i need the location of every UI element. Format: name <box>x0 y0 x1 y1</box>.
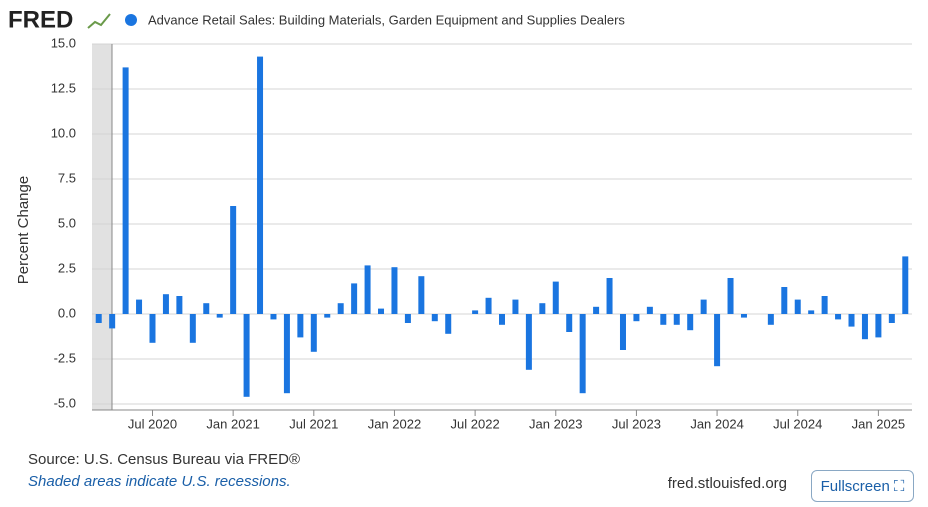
y-tick-label: 10.0 <box>51 125 76 140</box>
bar <box>539 303 546 314</box>
bar <box>310 314 317 352</box>
brand-logo: FRED <box>8 6 73 33</box>
bar <box>525 314 532 370</box>
x-tick-label: Jan 2022 <box>368 416 422 431</box>
bar <box>391 267 398 314</box>
bar <box>216 314 223 318</box>
bar <box>297 314 304 338</box>
bar <box>337 303 344 314</box>
bar <box>472 310 479 314</box>
bar <box>714 314 721 367</box>
x-tick-label: Jan 2024 <box>690 416 744 431</box>
bar <box>660 314 667 325</box>
bar <box>431 314 438 322</box>
x-tick-label: Jul 2023 <box>612 416 661 431</box>
bar <box>566 314 573 332</box>
bar <box>888 314 895 323</box>
bar <box>418 276 425 314</box>
bar <box>243 314 250 397</box>
y-tick-label: -5.0 <box>54 395 76 410</box>
bar <box>740 314 747 318</box>
bar <box>122 67 129 315</box>
y-tick-label: -2.5 <box>54 350 76 365</box>
bar <box>727 278 734 314</box>
bar <box>552 281 559 314</box>
x-tick-label: Jan 2021 <box>206 416 260 431</box>
y-tick-label: 12.5 <box>51 80 76 95</box>
bar <box>687 314 694 331</box>
y-tick-label: 5.0 <box>58 215 76 230</box>
bar <box>162 294 169 314</box>
legend-swatch <box>125 14 137 26</box>
x-tick-label: Jan 2023 <box>529 416 583 431</box>
bar <box>781 287 788 314</box>
fullscreen-button[interactable]: Fullscreen ⛶ <box>811 470 914 502</box>
bar <box>203 303 210 314</box>
bar <box>189 314 196 343</box>
x-tick-label: Jul 2021 <box>289 416 338 431</box>
x-tick-label: Jul 2020 <box>128 416 177 431</box>
bar <box>230 206 237 314</box>
bar <box>633 314 640 322</box>
bar <box>257 56 264 314</box>
bar <box>351 283 358 314</box>
fullscreen-icon: ⛶ <box>893 477 905 495</box>
url: fred.stlouisfed.org <box>668 475 787 492</box>
x-tick-label: Jul 2022 <box>451 416 500 431</box>
bar <box>95 314 102 323</box>
recession-shade <box>92 44 112 410</box>
fullscreen-label: Fullscreen <box>820 477 890 495</box>
bar <box>767 314 774 325</box>
bar <box>619 314 626 350</box>
bar <box>700 299 707 314</box>
y-tick-label: 0.0 <box>58 305 76 320</box>
bar <box>378 308 385 314</box>
note: Shaded areas indicate U.S. recessions. <box>28 473 291 490</box>
bar <box>445 314 452 334</box>
bar <box>149 314 156 343</box>
bar <box>835 314 842 320</box>
bar <box>579 314 586 394</box>
bar <box>794 299 801 314</box>
y-tick-label: 7.5 <box>58 170 76 185</box>
bar <box>283 314 290 394</box>
x-tick-label: Jan 2025 <box>852 416 906 431</box>
bar <box>673 314 680 325</box>
bar <box>136 299 143 314</box>
bar <box>485 297 492 314</box>
bar <box>848 314 855 327</box>
bar <box>512 299 519 314</box>
source: Source: U.S. Census Bureau via FRED® <box>28 451 300 468</box>
bar <box>861 314 868 340</box>
bar <box>821 296 828 314</box>
bar <box>109 314 116 329</box>
bar <box>324 314 331 318</box>
bar <box>875 314 882 338</box>
x-tick-label: Jul 2024 <box>773 416 822 431</box>
bar <box>499 314 505 325</box>
y-tick-label: 15.0 <box>51 35 76 50</box>
logo-icon <box>87 13 111 29</box>
y-axis-label: Percent Change <box>15 176 32 284</box>
bar <box>270 314 277 320</box>
bar <box>646 306 653 314</box>
bar <box>606 278 613 314</box>
bar <box>593 306 600 314</box>
y-tick-label: 2.5 <box>58 260 76 275</box>
bar <box>364 265 371 314</box>
bar <box>808 310 815 314</box>
bar <box>902 256 909 314</box>
legend-label: Advance Retail Sales: Building Materials… <box>148 12 625 27</box>
bar <box>176 296 183 314</box>
bar <box>404 314 411 323</box>
